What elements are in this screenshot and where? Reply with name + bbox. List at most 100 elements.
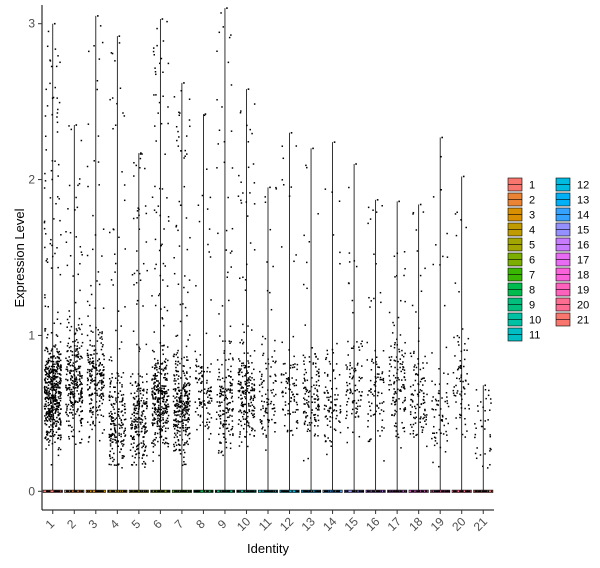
data-point [77,184,79,187]
data-point [70,401,73,403]
data-point [143,426,146,428]
data-point [463,365,465,368]
data-point [93,349,95,352]
data-point [475,457,478,460]
data-point [201,375,204,378]
data-point [238,371,241,373]
data-point [44,377,47,379]
data-point [189,490,192,492]
data-point [247,377,250,379]
data-point [183,463,186,466]
data-point [55,388,58,391]
data-point [153,383,155,385]
data-point [73,345,76,347]
data-point [56,366,58,368]
data-point [179,430,181,433]
data-point [185,383,188,386]
data-point [108,415,111,418]
data-point [307,395,310,398]
data-point [464,436,467,438]
data-point [328,411,330,413]
data-point [228,358,230,361]
data-point [157,407,160,410]
data-point [95,410,98,413]
data-point [112,417,115,419]
data-point [69,408,72,411]
data-point [291,434,294,436]
data-point [289,430,292,432]
y-tick-label: 0 [28,484,35,498]
x-tick-label: 7 [172,517,187,532]
data-point [96,369,98,371]
data-point [346,490,349,492]
data-point [51,389,53,392]
data-point [48,391,50,394]
data-point [186,401,188,404]
data-point [138,350,140,353]
data-point [206,366,209,369]
data-point [57,384,59,386]
data-point [163,324,165,327]
data-point [69,399,71,401]
data-point [54,375,56,378]
data-point [399,490,401,492]
data-point [293,384,296,387]
data-point [55,369,58,372]
data-point [459,380,462,383]
data-point [143,402,145,405]
data-point [402,368,404,371]
data-point [153,442,155,445]
data-point [241,362,243,365]
data-point [207,412,209,414]
data-point [52,361,55,363]
data-point [460,407,463,409]
data-point [93,345,95,347]
data-point [224,438,227,440]
data-point [59,412,61,415]
data-point [133,418,136,421]
data-point [253,413,256,415]
data-point [357,405,359,408]
data-point [395,274,398,277]
data-point [77,367,79,370]
data-point [352,431,354,434]
data-point [296,420,299,422]
data-point [59,379,62,381]
x-tick-label: 4 [107,517,122,532]
data-point [99,409,101,411]
data-point [74,378,77,380]
data-point [436,403,438,406]
data-point [381,426,383,428]
data-point [176,352,179,354]
data-point [395,425,398,428]
data-point [284,414,287,416]
data-point [456,335,459,337]
data-point [160,244,162,247]
data-point [422,211,425,213]
data-point [315,362,317,365]
data-point [187,421,189,423]
data-point [414,412,417,414]
data-point [403,408,405,410]
data-point [72,429,75,431]
data-point [56,376,59,378]
data-point [455,401,457,403]
data-point [261,427,263,430]
data-point [461,490,464,492]
data-point [179,303,182,306]
data-point [469,490,471,492]
data-point [77,401,79,403]
data-point [80,421,82,424]
data-point [219,389,222,391]
data-point [184,385,187,388]
data-point [53,419,56,421]
data-point [307,457,309,460]
data-point [433,436,436,439]
data-point [131,437,134,439]
data-point [423,377,425,379]
data-point [94,379,96,382]
data-point [154,304,157,307]
data-point [183,286,185,289]
data-point [134,450,136,452]
data-point [53,406,55,409]
